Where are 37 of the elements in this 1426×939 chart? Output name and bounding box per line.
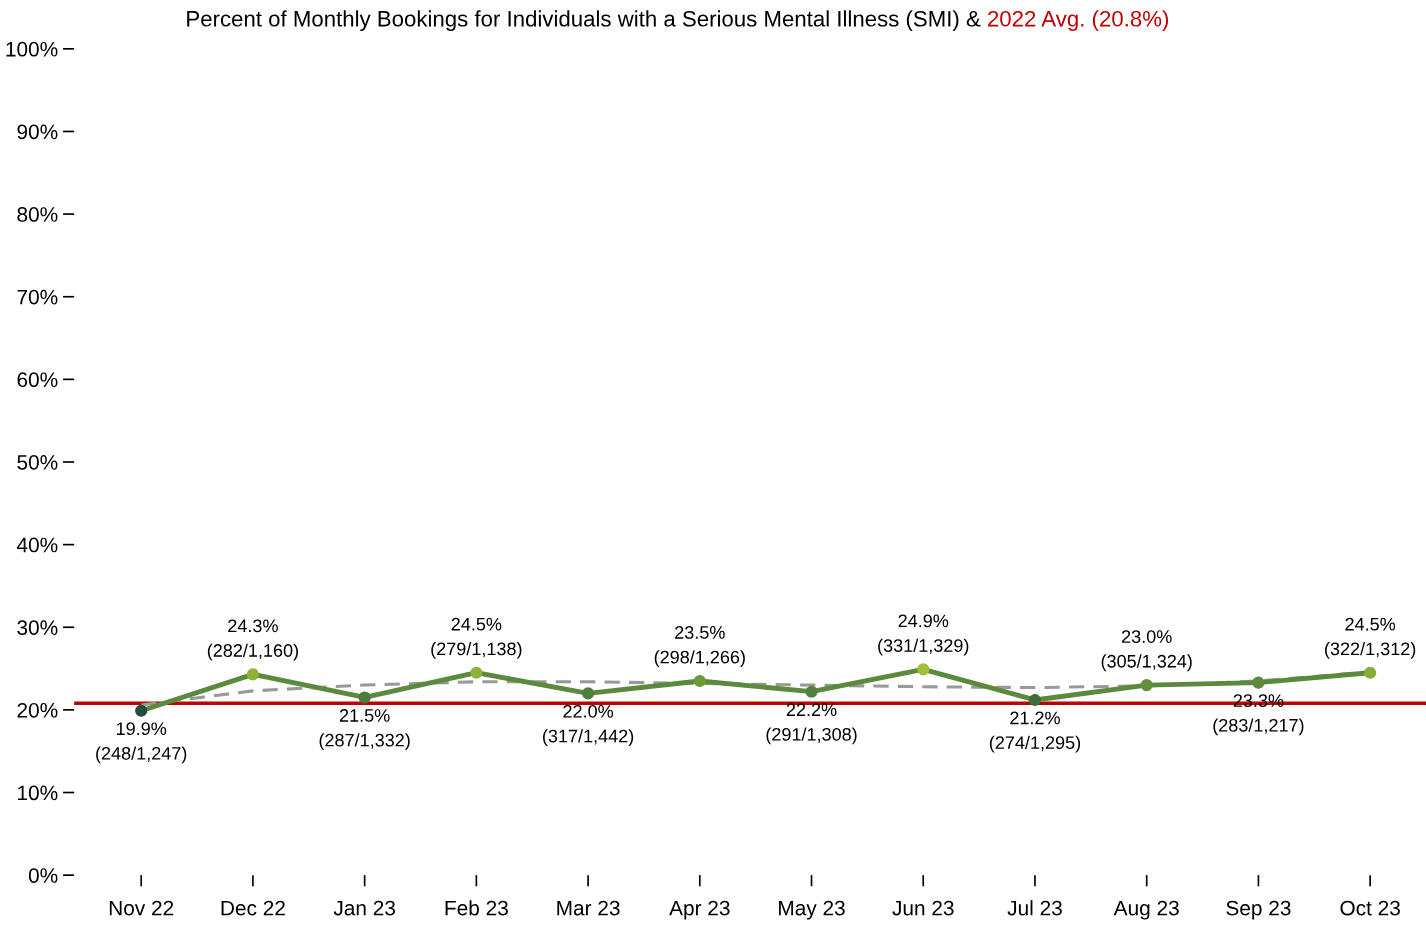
x-tick-label: Feb 23	[445, 900, 508, 916]
y-tick-label: 0%	[28, 868, 58, 883]
x-tick-label: Aug 23	[1113, 900, 1179, 920]
x-tick-label: Mar 23	[557, 900, 620, 916]
y-tick-label: 10%	[18, 785, 58, 801]
data-label: 23.5% (298/1,266)	[654, 626, 745, 668]
data-label: 22.0% (317/1,442)	[543, 704, 634, 746]
data-label: 24.5% (279/1,138)	[431, 617, 522, 659]
y-tick-label: 40%	[16, 537, 58, 553]
y-tick-label: 20%	[17, 702, 58, 718]
x-tick-label: May 23	[779, 900, 845, 920]
chart-title: Percent of Monthly Bookings for Individuals with a Serious Mental Illness (SMI) &	[187, 10, 981, 32]
x-tick-label: Jun 23	[892, 900, 954, 916]
y-tick-label: 50%	[17, 454, 58, 470]
x-tick-label: Dec 22	[221, 900, 285, 916]
x-tick-label: Sep 23	[1226, 900, 1291, 920]
x-tick-label: Jan 23	[333, 900, 395, 916]
data-label: 24.5% (322/1,312)	[1325, 617, 1416, 659]
y-tick-label: 90%	[17, 124, 58, 140]
y-tick-label: 80%	[17, 207, 58, 222]
data-label: 24.9% (331/1,329)	[878, 614, 969, 656]
x-tick-label: Oct 23	[1340, 900, 1400, 916]
ref-line-label: 2022 Avg. (20.8%)	[988, 10, 1168, 32]
x-tick-label: Jul 23	[1007, 900, 1062, 916]
y-tick-label: 30%	[17, 620, 58, 636]
data-label: 24.3% (282/1,160)	[207, 619, 298, 661]
y-tick-label: 100%	[6, 41, 58, 57]
data-label: 21.2% (274/1,295)	[989, 711, 1081, 753]
data-label: 21.5% (287/1,332)	[319, 709, 410, 751]
data-label: 23.3% (283/1,217)	[1213, 694, 1304, 736]
data-label: 19.9% (248/1,247)	[96, 722, 187, 764]
data-label: 23.0% (305/1,324)	[1101, 630, 1192, 672]
x-tick-label: Nov 22	[109, 900, 174, 916]
data-label: 22.2% (291/1,308)	[766, 703, 857, 745]
x-tick-label: Apr 23	[669, 900, 730, 920]
y-tick-label: 70%	[17, 289, 58, 305]
y-tick-label: 60%	[17, 372, 58, 388]
